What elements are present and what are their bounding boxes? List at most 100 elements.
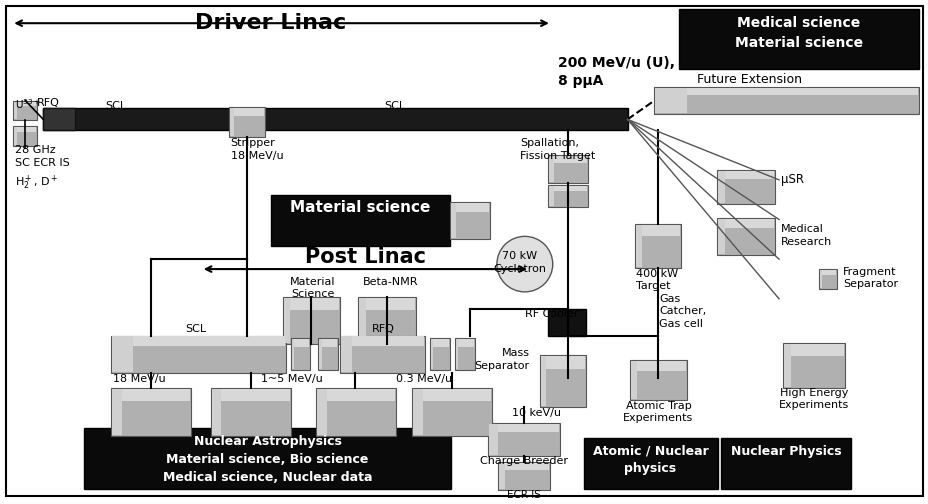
Text: RFQ: RFQ — [37, 98, 60, 107]
Text: Future Extension: Future Extension — [696, 73, 801, 86]
Text: Post Linac: Post Linac — [304, 247, 425, 267]
Bar — [455, 339, 474, 370]
Bar — [819, 270, 821, 288]
Bar — [717, 219, 725, 254]
Bar — [548, 309, 585, 337]
Bar — [413, 389, 422, 434]
Text: Medical science
Material science: Medical science Material science — [734, 16, 862, 50]
Bar — [498, 463, 505, 489]
Text: Medical
Research: Medical Research — [780, 224, 831, 247]
Bar — [318, 339, 338, 370]
Bar — [341, 337, 424, 346]
Bar — [782, 343, 844, 388]
Bar — [13, 100, 37, 120]
Bar — [340, 336, 425, 373]
Text: Nuclear Astrophysics
Material science, Bio science
Medical science, Nuclear data: Nuclear Astrophysics Material science, B… — [162, 434, 372, 484]
Bar — [548, 156, 553, 182]
Bar — [291, 340, 293, 369]
Text: Gas
Catcher,
Gas cell: Gas Catcher, Gas cell — [659, 294, 706, 329]
Bar — [783, 344, 791, 387]
Text: RF Cooler: RF Cooler — [524, 309, 578, 319]
Bar — [629, 360, 687, 400]
Text: 18 MeV/u: 18 MeV/u — [113, 374, 165, 384]
Bar — [412, 388, 492, 435]
Text: Material science: Material science — [290, 200, 430, 215]
Text: ECR IS: ECR IS — [507, 490, 540, 500]
Bar — [678, 9, 918, 69]
Text: Spallation,
Fission Target: Spallation, Fission Target — [520, 138, 595, 161]
Bar — [487, 423, 559, 457]
Bar — [636, 225, 679, 236]
Bar — [283, 298, 339, 310]
Bar — [212, 389, 290, 401]
Bar — [430, 339, 449, 370]
Text: Beta-NMR: Beta-NMR — [362, 277, 418, 287]
Bar — [112, 389, 122, 434]
Bar — [456, 340, 458, 369]
Bar — [488, 424, 497, 456]
Bar — [548, 156, 586, 163]
Bar — [317, 389, 394, 401]
Text: Material
Science: Material Science — [290, 277, 335, 299]
Bar — [341, 337, 351, 372]
Bar — [111, 388, 190, 435]
Bar — [720, 437, 850, 489]
Bar — [655, 88, 687, 113]
Text: Stripper
18 MeV/u: Stripper 18 MeV/u — [230, 138, 283, 161]
Bar — [359, 298, 415, 310]
Bar — [14, 101, 18, 119]
Bar — [636, 225, 641, 267]
Bar — [229, 108, 234, 136]
Bar — [783, 344, 843, 356]
Bar — [456, 340, 473, 347]
Circle shape — [496, 236, 552, 292]
Bar — [630, 361, 686, 371]
Bar — [716, 218, 774, 255]
Bar — [413, 389, 490, 401]
Bar — [498, 463, 548, 470]
Bar — [717, 171, 773, 179]
Bar — [431, 340, 448, 347]
Text: U$^{33+}$: U$^{33+}$ — [16, 98, 41, 111]
Text: RFQ: RFQ — [371, 324, 394, 334]
Bar — [653, 87, 918, 114]
Bar — [283, 298, 290, 343]
Bar — [451, 203, 488, 212]
Bar — [359, 298, 366, 343]
Bar — [548, 176, 587, 184]
Text: 200 MeV/u (U),
8 pμA: 200 MeV/u (U), 8 pμA — [557, 56, 674, 88]
Bar — [112, 337, 284, 346]
Bar — [112, 337, 133, 372]
Bar — [14, 128, 18, 145]
Text: Nuclear Physics: Nuclear Physics — [730, 445, 841, 458]
Text: SCL: SCL — [106, 100, 126, 110]
Bar — [451, 203, 456, 238]
Bar — [655, 88, 917, 95]
Text: Charge Breeder: Charge Breeder — [479, 457, 567, 467]
Bar — [317, 389, 327, 434]
Bar — [212, 389, 221, 434]
Bar — [13, 127, 37, 146]
Bar — [818, 269, 836, 289]
Text: Driver Linac: Driver Linac — [195, 13, 346, 33]
Text: Atomic Trap
Experiments: Atomic Trap Experiments — [623, 401, 693, 423]
Text: 0.3 MeV/u: 0.3 MeV/u — [395, 374, 452, 384]
Bar — [635, 224, 680, 268]
Bar — [488, 424, 558, 432]
Bar — [548, 185, 587, 207]
Bar — [540, 356, 546, 406]
Bar — [270, 195, 449, 246]
Text: SCL: SCL — [185, 324, 206, 334]
Bar — [319, 340, 337, 347]
Bar — [14, 128, 36, 132]
Text: SCL: SCL — [384, 100, 406, 110]
Text: High Energy
Experiments: High Energy Experiments — [778, 388, 848, 410]
Bar — [548, 155, 587, 183]
Bar — [449, 202, 489, 239]
Bar — [44, 108, 75, 130]
Bar — [84, 428, 451, 489]
Bar — [211, 388, 290, 435]
Bar — [583, 437, 717, 489]
Text: Fragment
Separator: Fragment Separator — [842, 267, 897, 289]
Bar — [431, 340, 433, 369]
